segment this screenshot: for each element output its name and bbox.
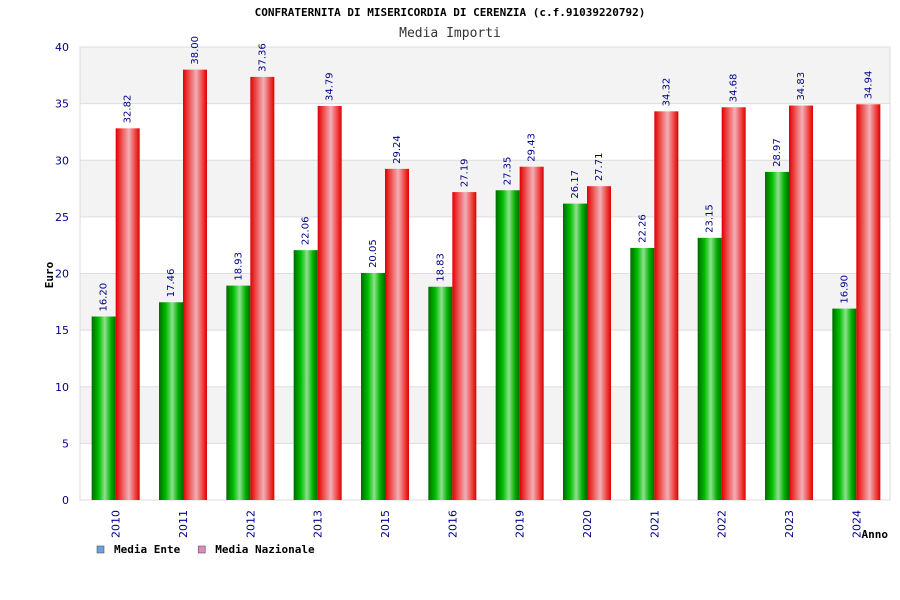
bar-media-nazionale <box>115 128 140 500</box>
data-label: 34.94 <box>863 71 874 100</box>
y-axis-ticks: 0 5 10 15 20 25 30 35 40 <box>55 41 69 507</box>
legend-entry: Media Ente <box>114 543 181 556</box>
y-tick-label: 5 <box>62 437 69 450</box>
y-tick-label: 0 <box>62 494 69 507</box>
bar-media-ente <box>293 250 318 500</box>
x-tick-label: 2021 <box>648 510 661 538</box>
bar-media-ente <box>226 285 251 500</box>
y-tick-label: 20 <box>55 268 69 281</box>
data-label: 37.36 <box>257 43 268 72</box>
x-tick-label: 2016 <box>446 510 459 538</box>
y-tick-label: 15 <box>55 324 69 337</box>
legend-swatch <box>96 545 105 554</box>
data-label: 34.68 <box>729 74 740 103</box>
x-tick-label: 2024 <box>850 510 863 538</box>
data-label: 22.26 <box>637 214 648 243</box>
data-label: 29.24 <box>392 135 403 164</box>
bar-media-nazionale <box>587 186 611 500</box>
y-tick-label: 10 <box>55 381 69 394</box>
x-tick-label: 2023 <box>783 510 796 538</box>
data-label: 18.93 <box>233 252 244 281</box>
bar-media-ente <box>495 190 520 501</box>
x-tick-label: 2011 <box>177 510 190 538</box>
bar-media-nazionale <box>721 107 746 501</box>
data-label: 16.20 <box>99 283 110 312</box>
data-label: 32.82 <box>123 95 134 124</box>
data-label: 23.15 <box>705 204 716 233</box>
data-label: 28.97 <box>772 138 783 167</box>
plot-band <box>80 103 890 161</box>
data-label: 22.06 <box>301 217 312 246</box>
legend-swatch <box>197 545 206 554</box>
plot-band <box>80 443 890 500</box>
plot-band <box>80 160 890 217</box>
y-tick-label: 30 <box>55 154 69 167</box>
bar-media-nazionale <box>250 76 275 500</box>
data-label: 27.35 <box>503 157 514 186</box>
legend: Media Ente Media Nazionale <box>96 543 315 556</box>
data-label: 17.46 <box>166 269 177 298</box>
y-tick-label: 25 <box>55 211 69 224</box>
bar-media-nazionale <box>317 106 342 501</box>
bar-media-nazionale <box>183 69 207 501</box>
bar-media-ente <box>159 302 183 500</box>
x-tick-label: 2013 <box>312 510 325 538</box>
data-label: 20.05 <box>368 239 379 268</box>
plot-band <box>80 273 890 331</box>
x-tick-label: 2019 <box>514 510 527 538</box>
bar-media-ente <box>563 203 587 500</box>
data-label: 27.19 <box>459 158 470 187</box>
y-tick-label: 40 <box>55 41 69 54</box>
bar-media-ente <box>765 171 789 501</box>
data-labels: 16.20 32.82 17.46 38.00 18.93 37.36 22.06 34.79… <box>99 36 875 312</box>
bar-media-nazionale <box>452 192 477 501</box>
bar-media-ente <box>361 272 385 500</box>
data-label: 27.71 <box>594 153 605 182</box>
data-label: 34.83 <box>796 72 807 101</box>
plot-band <box>80 47 890 104</box>
plot-band <box>80 386 890 444</box>
bar-media-nazionale <box>385 168 409 500</box>
bar-media-ente <box>697 237 722 501</box>
x-tick-label: 2020 <box>581 510 594 538</box>
bar-media-nazionale <box>519 166 544 500</box>
legend-entry: Media Nazionale <box>215 543 315 556</box>
x-tick-label: 2012 <box>244 510 257 538</box>
data-label: 26.17 <box>570 170 581 199</box>
bars <box>91 69 881 501</box>
bar-media-ente <box>428 286 453 500</box>
chart-title: CONFRATERNITA DI MISERICORDIA DI CERENZI… <box>255 6 646 19</box>
x-tick-label: 2015 <box>379 510 392 538</box>
y-axis-label: Euro <box>43 261 56 288</box>
plot-band <box>80 216 890 274</box>
x-tick-label: 2010 <box>110 510 123 538</box>
x-axis-ticks: 2010 2011 2012 2013 2015 2016 2019 2020 2021 2022… <box>110 510 864 538</box>
data-label: 38.00 <box>190 36 201 65</box>
bar-media-ente <box>91 316 116 500</box>
data-label: 29.43 <box>527 133 538 162</box>
bar-media-ente <box>630 247 655 500</box>
data-label: 16.90 <box>839 275 850 304</box>
data-label: 34.79 <box>325 72 336 101</box>
chart-subtitle: Media Importi <box>399 26 501 41</box>
plot-band <box>80 330 890 387</box>
bar-media-ente <box>832 308 857 500</box>
bar-media-nazionale <box>789 105 813 501</box>
y-tick-label: 35 <box>55 98 69 111</box>
x-tick-label: 2022 <box>716 510 729 538</box>
data-label: 34.32 <box>661 78 672 107</box>
x-axis-label: Anno <box>862 528 889 541</box>
data-label: 18.83 <box>435 253 446 282</box>
gridlines <box>80 46 890 501</box>
bar-media-nazionale <box>856 104 881 500</box>
bar-media-nazionale <box>654 111 679 501</box>
plot-background <box>79 46 891 501</box>
